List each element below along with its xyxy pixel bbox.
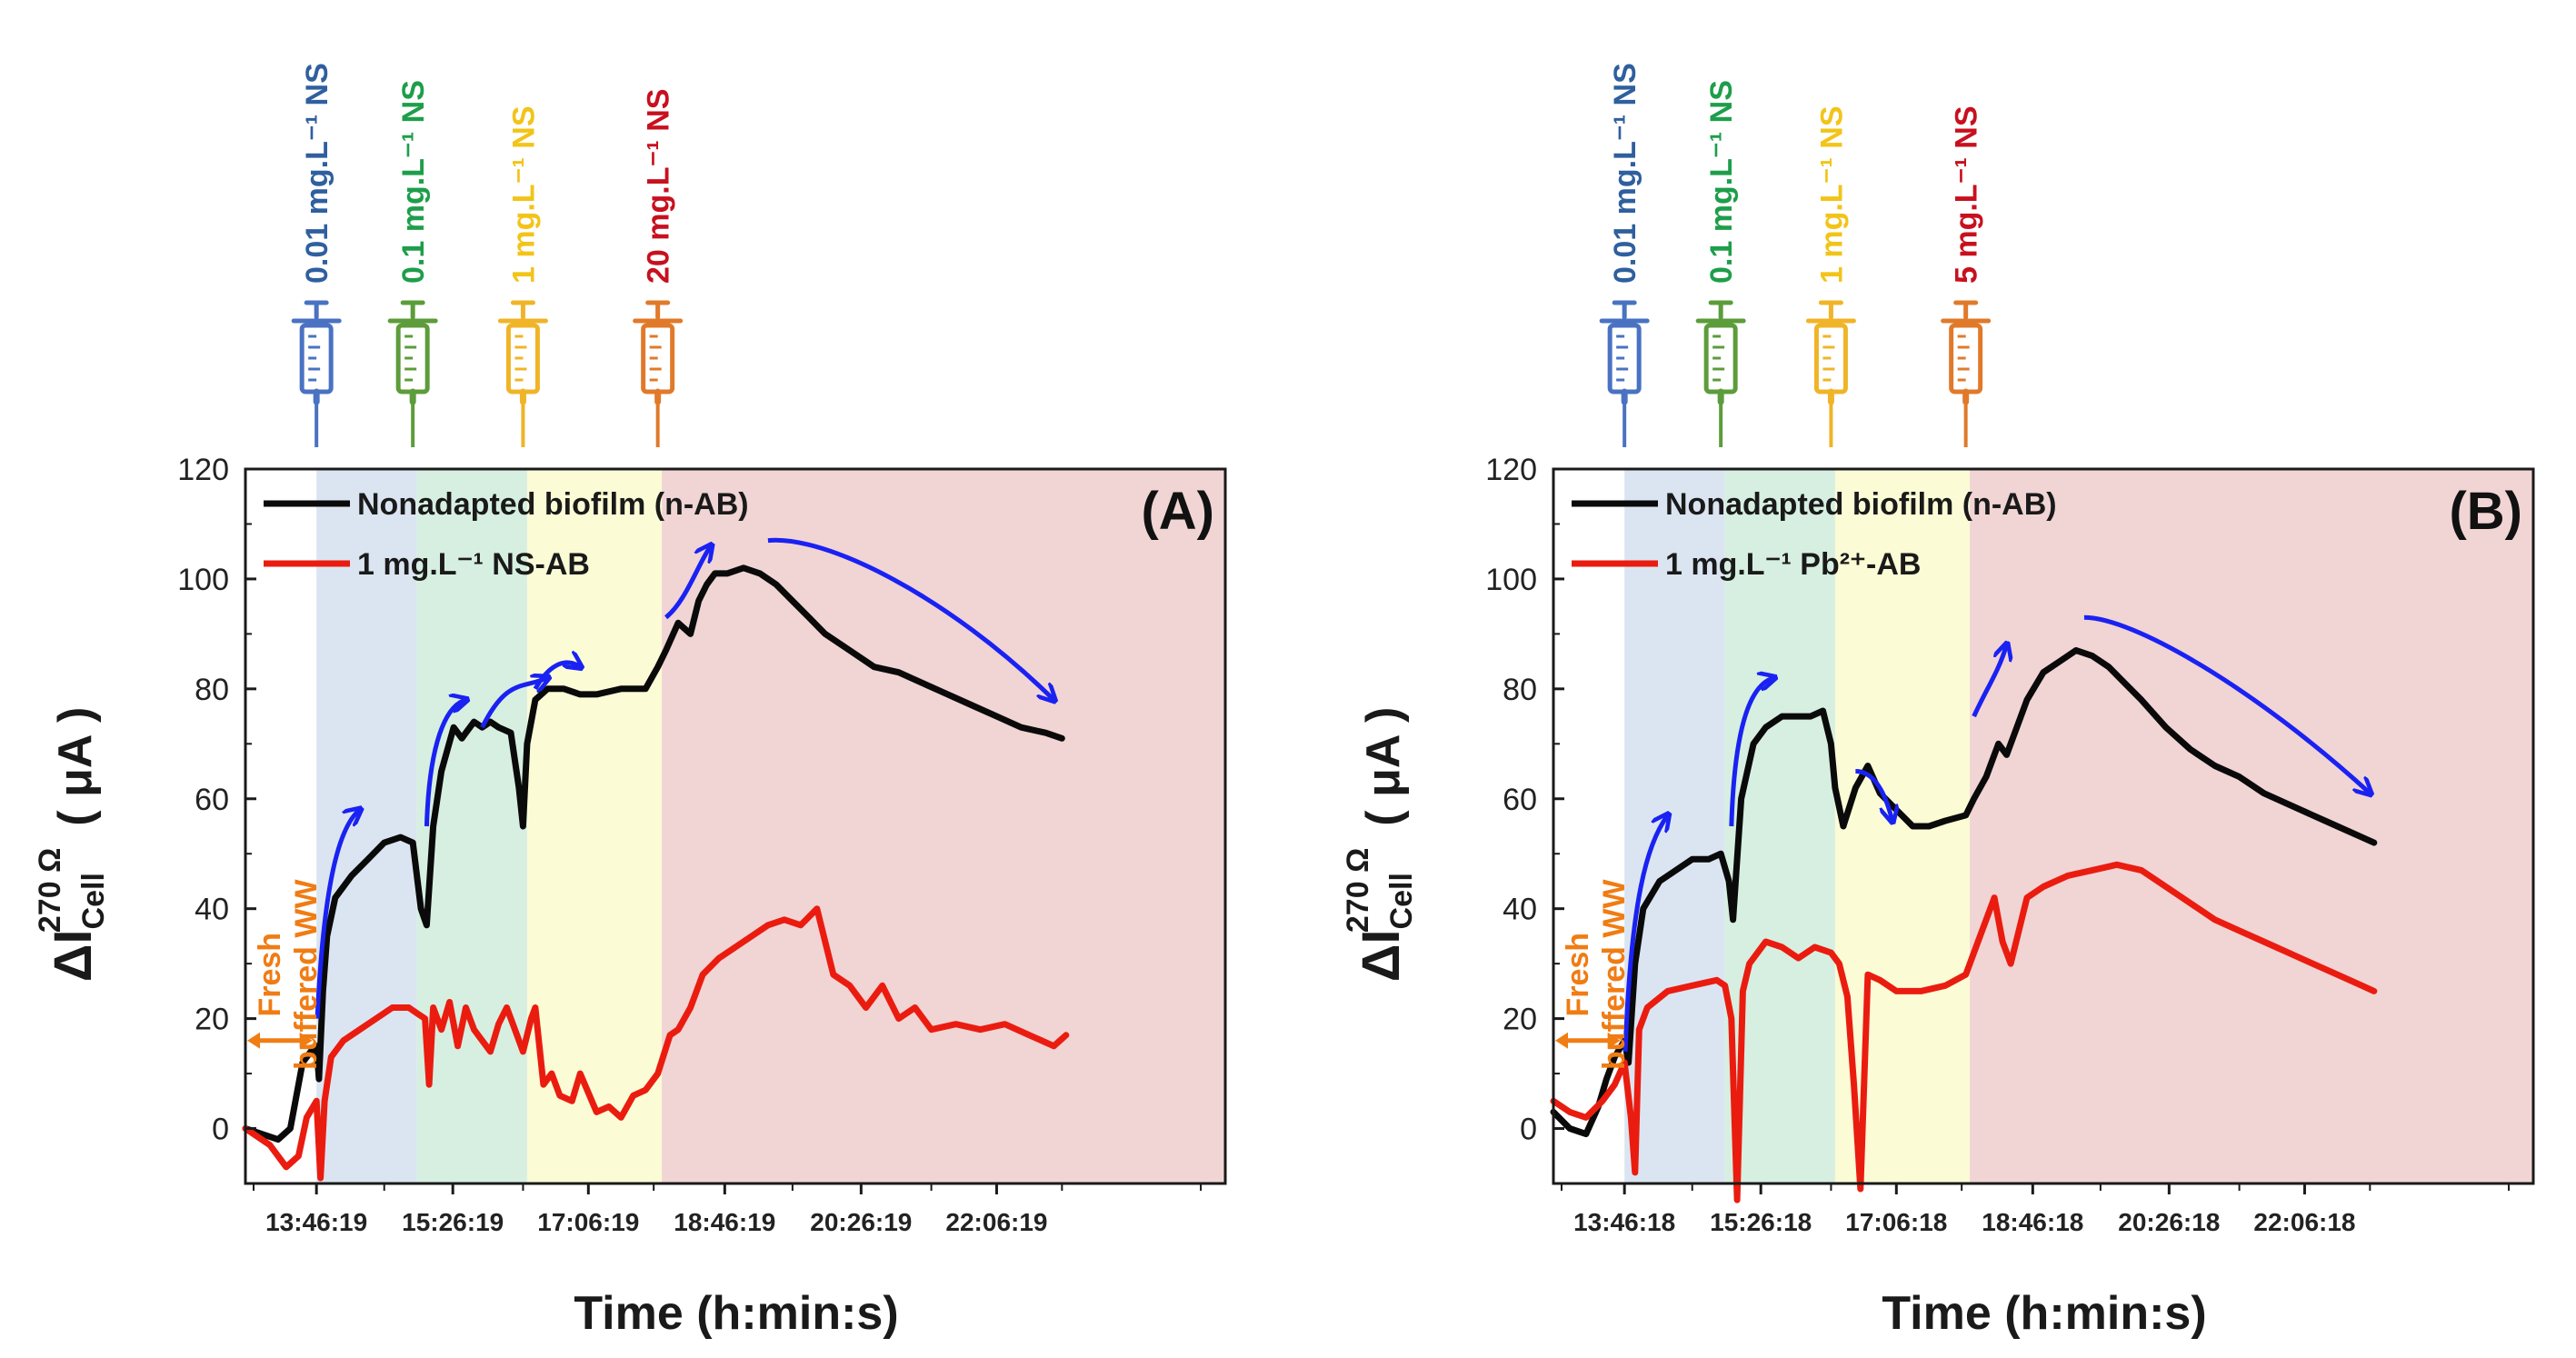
trend-arrow-1: [315, 810, 360, 1019]
trend-arrow-5: [2083, 614, 2370, 793]
y-tick-label: 0: [1520, 1113, 1537, 1147]
trend-arrow-4: [1972, 644, 2007, 718]
fresh-ww-line-1: Fresh: [253, 933, 287, 1017]
injection-label-2: 0.1 mg.L⁻¹ NS: [396, 80, 431, 284]
x-tick-label: 17:06:18: [1845, 1208, 1947, 1236]
fresh-ww-line-2: buffered WW: [1597, 879, 1632, 1071]
y-title-subscript: Cell: [76, 873, 111, 929]
x-axis-title: Time (h:min:s): [1882, 1287, 2206, 1340]
y-tick-label: 60: [1503, 783, 1537, 817]
syringe-icon: [1941, 300, 1992, 447]
shaded-region-4: [1970, 469, 2533, 1183]
y-axis-title: ΔICell 270 Ω ( μA ): [1341, 707, 1419, 983]
panel-label: (B): [2449, 482, 2522, 541]
plot-frame: [1552, 467, 2535, 1185]
y-axis-title: ΔICell 270 Ω ( μA ): [33, 707, 111, 983]
trend-arrow-2: [1729, 678, 1774, 827]
panel-b-chart: Freshbuffered WW 0 20 40 60 80 100 120 13:46:18 1…: [1341, 63, 2535, 1340]
y-tick-label: 40: [195, 893, 229, 927]
y-tick-label: 0: [212, 1113, 229, 1147]
trend-arrow-4: [533, 663, 580, 691]
injection-label-4: 5 mg.L⁻¹ NS: [1950, 105, 1984, 284]
y-tick-label: 40: [1503, 893, 1537, 927]
x-tick-label: 15:26:19: [402, 1208, 504, 1236]
x-tick-label: 18:46:18: [1982, 1208, 2083, 1236]
fresh-ww-right-arrowhead: [1607, 1032, 1621, 1049]
series-line-nonadapted: [242, 564, 1065, 1143]
fresh-ww-line-1: Fresh: [1561, 933, 1595, 1017]
injection-label-2: 0.1 mg.L⁻¹ NS: [1704, 80, 1739, 284]
x-tick-label: 22:06:18: [2253, 1208, 2355, 1236]
series-line-adapted: [242, 905, 1070, 1182]
y-title-superscript: 270 Ω: [1341, 848, 1375, 933]
fresh-ww-right-arrowhead: [299, 1032, 313, 1049]
panel-label: (A): [1141, 482, 1214, 541]
y-tick-label: 80: [195, 673, 229, 707]
syringe-icon: [291, 300, 342, 447]
fresh-ww-left-arrowhead: [247, 1032, 260, 1049]
legend-label-1: Nonadapted biofilm (n-AB): [357, 487, 749, 522]
legend-label-2: 1 mg.L⁻¹ Pb²⁺-AB: [1665, 547, 1921, 582]
syringe-icon: [1805, 300, 1856, 447]
trend-arrow-1: [1622, 815, 1668, 1052]
injection-label-1: 0.01 mg.L⁻¹ NS: [300, 63, 334, 284]
shaded-region-4: [662, 469, 1225, 1183]
legend-label-2: 1 mg.L⁻¹ NS-AB: [357, 547, 590, 582]
shaded-region-3: [526, 469, 663, 1183]
trend-arrow-5: [664, 546, 711, 620]
fresh-ww-left-arrowhead: [1555, 1032, 1568, 1049]
x-tick-label: 18:46:19: [674, 1208, 775, 1236]
y-title-delta-i: ΔI: [44, 929, 103, 982]
x-tick-label: 20:26:19: [810, 1208, 912, 1236]
injection-label-1: 0.01 mg.L⁻¹ NS: [1608, 63, 1642, 284]
y-tick-label: 60: [195, 783, 229, 817]
x-tick-label: 15:26:18: [1710, 1208, 1812, 1236]
x-tick-label: 13:46:19: [265, 1208, 367, 1236]
x-axis-title: Time (h:min:s): [574, 1287, 898, 1340]
y-title-unit: ( μA ): [1357, 707, 1410, 826]
injection-label-4: 20 mg.L⁻¹ NS: [642, 89, 676, 284]
syringe-icon: [497, 300, 548, 447]
y-tick-label: 120: [1485, 453, 1537, 487]
y-tick-label: 20: [1503, 1003, 1537, 1037]
y-tick-label: 100: [1485, 563, 1537, 597]
series-line-adapted: [1550, 861, 2378, 1203]
y-tick-label: 120: [177, 453, 229, 487]
plot-frame: [244, 467, 1227, 1185]
syringe-icon: [1695, 300, 1746, 447]
x-tick-label: 22:06:19: [945, 1208, 1047, 1236]
y-title-unit: ( μA ): [49, 707, 102, 826]
x-tick-label: 17:06:19: [537, 1208, 639, 1236]
trend-arrow-2: [424, 700, 465, 827]
y-tick-label: 100: [177, 563, 229, 597]
y-title-superscript: 270 Ω: [33, 848, 67, 933]
shaded-region-3: [1834, 469, 1971, 1183]
fresh-ww-label: Freshbuffered WW: [1561, 879, 1632, 1071]
y-title-delta-i: ΔI: [1352, 929, 1411, 982]
x-tick-label: 20:26:18: [2118, 1208, 2220, 1236]
syringe-icon: [633, 300, 684, 447]
injection-label-3: 1 mg.L⁻¹ NS: [1814, 105, 1849, 284]
legend-label-1: Nonadapted biofilm (n-AB): [1665, 487, 2057, 522]
fresh-ww-line-2: buffered WW: [289, 879, 324, 1071]
trend-arrow-3: [1855, 769, 1892, 821]
injection-label-3: 1 mg.L⁻¹ NS: [506, 105, 541, 284]
y-title-subscript: Cell: [1384, 873, 1419, 929]
trend-arrow-6: [767, 537, 1053, 700]
fresh-ww-label: Freshbuffered WW: [253, 879, 324, 1071]
y-tick-label: 20: [195, 1003, 229, 1037]
y-tick-label: 80: [1503, 673, 1537, 707]
x-tick-label: 13:46:18: [1573, 1208, 1675, 1236]
panel-a-chart: Freshbuffered WW 0 20 40 60 80 100 120 13:46:19 1…: [33, 63, 1227, 1340]
syringe-icon: [1599, 300, 1650, 447]
syringe-icon: [387, 300, 438, 447]
